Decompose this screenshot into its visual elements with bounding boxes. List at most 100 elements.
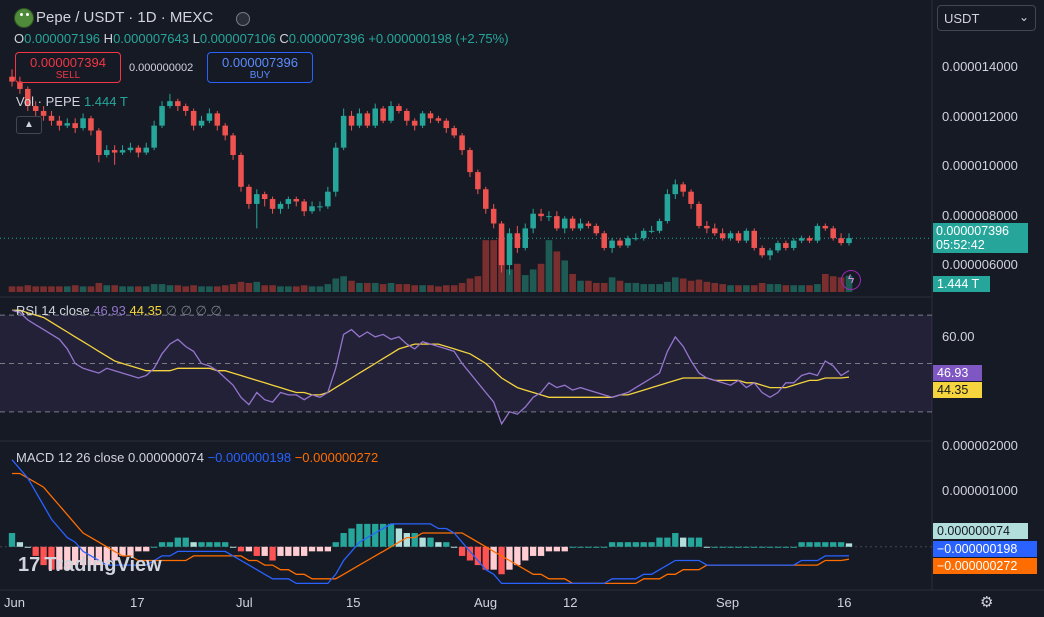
current-price-value: 0.000007396: [936, 224, 1009, 238]
rsi-tag: 46.93: [933, 365, 982, 381]
macd-histogram-bar: [830, 542, 837, 547]
macd-histogram-bar: [308, 546, 316, 552]
volume-bar: [482, 240, 490, 292]
volume-bar: [150, 284, 158, 292]
macd-histogram-bar: [245, 546, 253, 552]
macd-histogram-bar: [24, 546, 31, 548]
macd-histogram-bar: [387, 523, 395, 547]
volume-bar: [814, 284, 821, 292]
time-tick: 15: [346, 595, 361, 610]
volume-bar: [679, 278, 687, 292]
volume-bar: [190, 285, 197, 292]
macd-histogram-bar: [672, 533, 679, 547]
candle-body: [704, 225, 710, 229]
macd-histogram-bar: [703, 546, 711, 548]
macd-histogram-bar: [687, 537, 695, 547]
sell-label: SELL: [55, 70, 81, 81]
volume-bar: [490, 240, 497, 292]
candle-body: [277, 203, 284, 209]
candle-body: [135, 147, 142, 153]
macd-histogram-bar: [758, 546, 766, 548]
settings-gear-icon[interactable]: ⚙: [980, 594, 994, 611]
volume-bar: [790, 285, 798, 292]
macd-histogram-bar: [340, 533, 347, 547]
spread-value: 0.000000002: [129, 62, 194, 74]
candle-body: [411, 120, 418, 126]
tradingview-watermark: 17 TradingView: [18, 554, 162, 577]
macd-histogram-bar: [64, 546, 71, 570]
rsi-value: 46.93: [93, 303, 126, 318]
symbol-title[interactable]: Pepe / USDT · 1D · MEXC: [36, 9, 214, 26]
candle-body: [712, 228, 718, 234]
macd-histogram-bar: [190, 542, 197, 547]
macd-histogram-bar: [427, 537, 434, 547]
candle-body: [190, 110, 197, 126]
volume-bar: [277, 286, 284, 292]
bolt-icon[interactable]: ϟ: [841, 270, 861, 290]
macd-histogram-bar: [537, 546, 545, 556]
candle-body: [317, 206, 323, 208]
macd-histogram-bar: [419, 537, 426, 547]
candle-body: [348, 115, 355, 126]
volume-bar: [308, 286, 316, 292]
sell-button[interactable]: 0.000007394 SELL: [15, 52, 121, 83]
currency-select[interactable]: USDT ⌄: [937, 5, 1036, 31]
candle-body: [767, 250, 773, 256]
volume-bar: [269, 285, 276, 292]
macd-histogram-bar: [624, 542, 632, 547]
volume-bar: [387, 282, 395, 292]
macd-histogram-bar: [806, 542, 813, 547]
macd-histogram-bar: [735, 546, 742, 548]
macd-histogram-bar: [119, 546, 126, 556]
macd-histogram-bar: [514, 546, 521, 566]
candle-body: [538, 213, 544, 217]
volume-bar: [648, 284, 655, 292]
volume-bar: [8, 286, 16, 292]
candle-body: [838, 238, 844, 244]
macd-histogram-bar: [569, 546, 576, 548]
candle-body: [506, 233, 513, 266]
candle-body: [601, 233, 607, 248]
candle-body: [459, 135, 465, 151]
volume-bar: [671, 277, 679, 292]
volume-bar: [427, 285, 434, 292]
candle-body: [680, 184, 686, 192]
low-label: L: [192, 31, 200, 46]
rsi-line: [11, 309, 850, 426]
candle-body: [664, 194, 671, 222]
macd-histogram-bar: [395, 528, 403, 547]
macd-histogram-bar: [166, 542, 174, 547]
candle-body: [40, 110, 47, 116]
macd-histogram-bar: [403, 533, 410, 547]
macd-histogram-bar: [356, 523, 363, 547]
candle-body: [32, 106, 39, 111]
volume-bar: [395, 284, 403, 292]
macd-histogram-bar: [40, 546, 47, 566]
candle-body: [696, 203, 702, 226]
pepe-coin-icon: [14, 8, 34, 28]
volume-bar: [87, 286, 95, 292]
volume-bar: [245, 282, 253, 292]
macd-histogram-bar: [206, 542, 213, 547]
volume-bar: [182, 286, 190, 292]
volume-bar: [743, 285, 750, 292]
collapse-legend-button[interactable]: ▲: [16, 116, 42, 134]
volume-bar: [506, 269, 513, 292]
candle-body: [293, 199, 300, 202]
volume-value: 1.444 T: [83, 94, 128, 109]
volume-bar: [616, 280, 624, 292]
volume-bar: [656, 284, 663, 292]
time-tick: Jul: [236, 595, 253, 610]
volume-bar: [458, 282, 466, 292]
macd-histogram-bar: [711, 546, 718, 548]
volume-bar: [664, 281, 671, 292]
market-status-icon[interactable]: [236, 12, 250, 26]
macd-histogram-bar: [316, 546, 324, 552]
volume-bar: [608, 277, 616, 292]
buy-button[interactable]: 0.000007396 BUY: [207, 52, 313, 83]
volume-bar: [56, 286, 63, 292]
candle-body: [340, 115, 347, 148]
candle-body: [648, 230, 655, 232]
volume-bar: [829, 276, 837, 292]
